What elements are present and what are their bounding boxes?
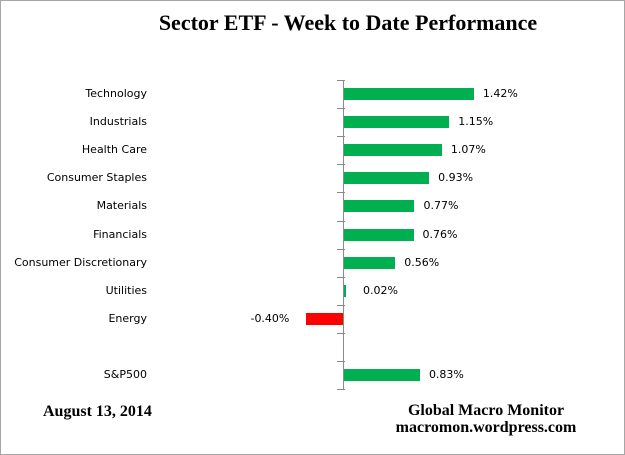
bar	[344, 116, 450, 129]
axis-tick	[337, 389, 345, 391]
category-label: Consumer Discretionary	[14, 255, 147, 269]
category-label: Financials	[93, 227, 147, 241]
bar	[344, 284, 346, 297]
category-label: Materials	[96, 199, 147, 213]
axis-tick	[337, 108, 345, 110]
bar	[344, 228, 414, 241]
bar	[344, 88, 474, 101]
value-label: -0.40%	[250, 311, 290, 325]
category-label: Health Care	[81, 143, 147, 157]
bar	[344, 144, 442, 157]
value-label: 1.07%	[450, 143, 486, 157]
axis-tick	[337, 192, 345, 194]
bar	[344, 256, 396, 269]
value-label: 0.83%	[428, 368, 464, 382]
footer-credit-line1: Global Macro Monitor	[407, 402, 565, 419]
axis-tick	[337, 276, 345, 278]
axis-tick	[337, 164, 345, 166]
bar	[344, 200, 415, 213]
bar	[344, 369, 420, 382]
bar	[306, 312, 343, 325]
category-label: Technology	[85, 87, 147, 101]
footer-date: August 13, 2014	[43, 403, 152, 420]
axis-tick	[337, 80, 345, 81]
bar	[344, 172, 430, 185]
category-label: S&P500	[103, 368, 147, 382]
category-label: Consumer Staples	[46, 171, 147, 185]
chart-title: Sector ETF - Week to Date Performance	[158, 10, 538, 35]
axis-tick	[337, 361, 345, 362]
value-label: 0.77%	[423, 199, 459, 213]
axis-tick	[337, 332, 345, 334]
axis-tick	[337, 220, 345, 222]
value-label: 0.76%	[422, 227, 458, 241]
value-label: 1.42%	[482, 87, 518, 101]
value-label: 0.93%	[438, 171, 474, 185]
category-axis-line	[343, 80, 344, 390]
axis-tick	[337, 248, 345, 250]
axis-tick	[337, 304, 345, 306]
category-label: Utilities	[105, 283, 147, 297]
value-label: 1.15%	[458, 115, 494, 129]
category-label: Energy	[108, 311, 147, 325]
value-label: 0.56%	[404, 255, 440, 269]
axis-tick	[337, 136, 345, 138]
footer-credit: Global Macro Monitor macromon.wordpress.…	[386, 402, 586, 436]
footer-credit-line2: macromon.wordpress.com	[395, 419, 577, 436]
category-label: Industrials	[89, 115, 147, 129]
value-label: 0.02%	[363, 283, 398, 297]
